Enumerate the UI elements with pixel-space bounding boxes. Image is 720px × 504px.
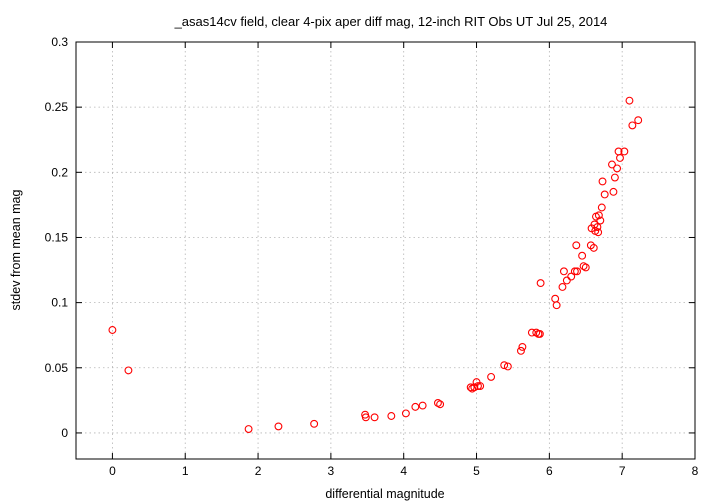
y-tick-label: 0.15 (45, 230, 69, 244)
y-tick-labels: 0 0.05 0.1 0.15 0.2 0.25 0.3 (45, 35, 69, 440)
data-point (608, 160, 616, 169)
data-point (466, 383, 475, 392)
y-tick-label: 0.3 (51, 35, 68, 49)
data-point (124, 366, 133, 375)
data-point (500, 361, 509, 370)
plot-frame (75, 41, 696, 460)
x-tick-label: 4 (400, 464, 407, 478)
x-tick-label: 2 (255, 464, 262, 478)
data-point (581, 263, 590, 272)
data-point (274, 422, 283, 431)
data-point (634, 116, 643, 125)
y-tick-label: 0 (61, 426, 68, 440)
data-point (573, 267, 581, 276)
data-point (503, 362, 512, 371)
data-point (517, 346, 525, 355)
data-point (616, 154, 624, 162)
data-point (598, 177, 607, 186)
data-point (620, 147, 629, 156)
data-point (535, 329, 544, 338)
data-point (589, 243, 598, 252)
data-point (628, 121, 637, 130)
y-axis-label: stdev from mean mag (9, 190, 23, 311)
data-point (418, 401, 427, 410)
data-point (613, 164, 622, 173)
x-tick-label: 7 (619, 464, 626, 478)
data-point (594, 228, 603, 237)
x-axis-label: differential magnitude (325, 487, 444, 501)
grid-lines (76, 41, 696, 459)
data-point (559, 267, 568, 276)
data-point (387, 412, 396, 420)
data-point (609, 187, 618, 196)
data-point (562, 276, 571, 285)
data-point (244, 425, 253, 433)
data-point (310, 419, 319, 428)
data-point (474, 382, 482, 390)
data-point (578, 251, 587, 260)
data-point (108, 326, 117, 334)
x-tick-label: 8 (692, 464, 699, 478)
y-tick-label: 0.25 (45, 100, 69, 114)
data-point (597, 203, 606, 212)
data-point (551, 294, 560, 303)
data-point (558, 283, 567, 291)
x-tick-label: 5 (473, 464, 480, 478)
data-point (600, 190, 609, 199)
data-point (610, 173, 619, 182)
x-tick-labels: 0 1 2 3 4 5 6 7 8 (109, 464, 699, 478)
data-point (536, 279, 545, 288)
y-tick-label: 0.1 (51, 296, 68, 310)
data-point (625, 96, 634, 105)
data-point (552, 301, 561, 310)
data-point (487, 372, 496, 381)
x-tick-label: 3 (328, 464, 335, 478)
data-point (596, 216, 605, 225)
x-tick-label: 1 (182, 464, 189, 478)
data-point (570, 267, 579, 276)
data-point (593, 223, 602, 231)
data-point (476, 382, 485, 390)
data-point (361, 413, 370, 422)
x-tick-label: 6 (546, 464, 553, 478)
data-point (518, 342, 527, 351)
data-point (594, 211, 603, 220)
data-point (572, 241, 581, 250)
chart-title: _asas14cv field, clear 4-pix aper diff m… (174, 14, 608, 29)
data-point (401, 409, 410, 418)
data-point (567, 272, 576, 281)
data-points (108, 96, 643, 433)
y-tick-label: 0.05 (45, 361, 69, 375)
y-tick-label: 0.2 (51, 165, 68, 179)
data-point (370, 413, 379, 422)
data-point (470, 383, 479, 392)
data-point (411, 402, 420, 411)
x-tick-label: 0 (109, 464, 116, 478)
tick-marks (76, 41, 696, 459)
data-point (436, 400, 445, 409)
